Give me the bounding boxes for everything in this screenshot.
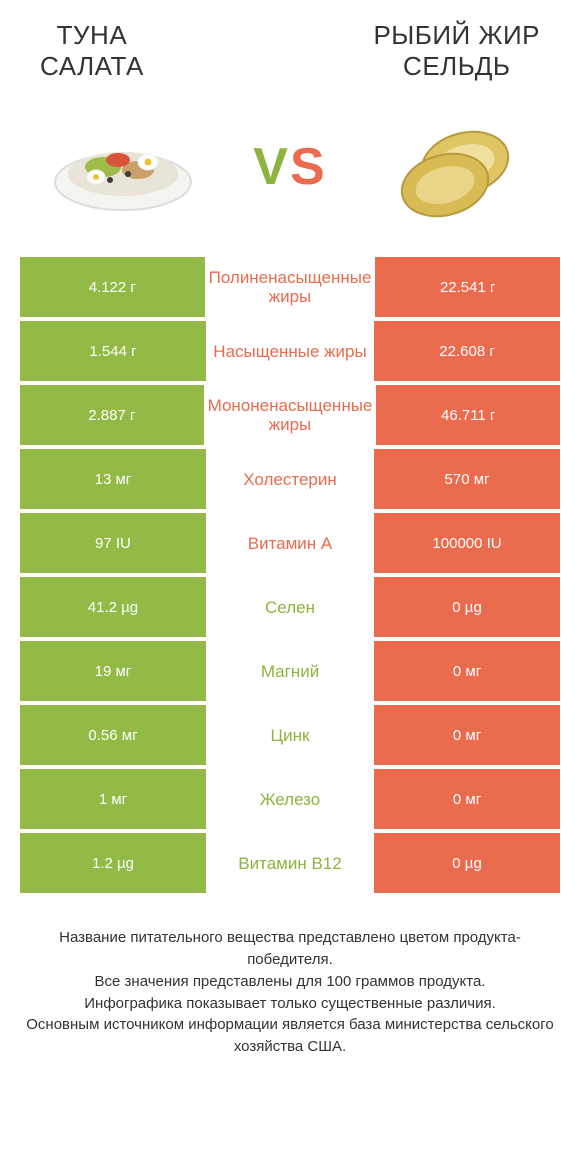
table-row: 1.2 µgВитамин B120 µg [20, 833, 560, 893]
comparison-table: 4.122 гПолиненасыщенные жиры22.541 г1.54… [0, 257, 580, 897]
left-value-cell: 19 мг [20, 641, 206, 701]
right-product-title: РЫБИЙ ЖИР СЕЛЬДЬ [373, 20, 540, 82]
left-value-cell: 13 мг [20, 449, 206, 509]
nutrient-label-cell: Железо [206, 769, 374, 829]
footer-notes: Название питательного вещества представл… [0, 897, 580, 1078]
nutrient-label-cell: Холестерин [206, 449, 374, 509]
left-value-cell: 41.2 µg [20, 577, 206, 637]
table-row: 97 IUВитамин A100000 IU [20, 513, 560, 573]
table-row: 1 мгЖелезо0 мг [20, 769, 560, 829]
footer-line-1: Название питательного вещества представл… [25, 927, 555, 971]
nutrient-label-cell: Насыщенные жиры [206, 321, 374, 381]
right-value-cell: 0 мг [374, 769, 560, 829]
table-row: 19 мгМагний0 мг [20, 641, 560, 701]
left-value-cell: 0.56 мг [20, 705, 206, 765]
table-row: 1.544 гНасыщенные жиры22.608 г [20, 321, 560, 381]
right-value-cell: 22.541 г [375, 257, 560, 317]
nutrient-label-cell: Селен [206, 577, 374, 637]
left-value-cell: 1 мг [20, 769, 206, 829]
table-row: 41.2 µgСелен0 µg [20, 577, 560, 637]
left-value-cell: 1.544 г [20, 321, 206, 381]
image-row: VS [0, 92, 580, 257]
footer-line-3: Инфографика показывает только существенн… [25, 993, 555, 1015]
right-value-cell: 0 µg [374, 833, 560, 893]
right-value-cell: 100000 IU [374, 513, 560, 573]
vs-v: V [253, 138, 290, 196]
table-row: 13 мгХолестерин570 мг [20, 449, 560, 509]
header: ТУНА САЛАТА РЫБИЙ ЖИР СЕЛЬДЬ [0, 0, 580, 92]
left-value-cell: 97 IU [20, 513, 206, 573]
left-product-title: ТУНА САЛАТА [40, 20, 144, 82]
nutrient-label-cell: Витамин A [206, 513, 374, 573]
left-value-cell: 1.2 µg [20, 833, 206, 893]
nutrient-label-cell: Витамин B12 [206, 833, 374, 893]
table-row: 4.122 гПолиненасыщенные жиры22.541 г [20, 257, 560, 317]
table-row: 0.56 мгЦинк0 мг [20, 705, 560, 765]
infographic-page: ТУНА САЛАТА РЫБИЙ ЖИР СЕЛЬДЬ VS [0, 0, 580, 1174]
nutrient-label-cell: Цинк [206, 705, 374, 765]
nutrient-label-cell: Полиненасыщенные жиры [205, 257, 376, 317]
table-row: 2.887 гМононенасыщенные жиры46.711 г [20, 385, 560, 445]
tuna-salad-image [48, 107, 198, 227]
right-value-cell: 22.608 г [374, 321, 560, 381]
left-value-cell: 4.122 г [20, 257, 205, 317]
right-value-cell: 570 мг [374, 449, 560, 509]
footer-line-4: Основным источником информации является … [25, 1014, 555, 1058]
vs-s: S [290, 138, 327, 196]
nutrient-label-cell: Мононенасыщенные жиры [204, 385, 377, 445]
footer-line-2: Все значения представлены для 100 граммо… [25, 971, 555, 993]
vs-label: VS [253, 137, 326, 197]
left-value-cell: 2.887 г [20, 385, 204, 445]
right-value-cell: 0 мг [374, 641, 560, 701]
right-value-cell: 0 мг [374, 705, 560, 765]
right-value-cell: 46.711 г [376, 385, 560, 445]
fish-oil-image [382, 107, 532, 227]
nutrient-label-cell: Магний [206, 641, 374, 701]
right-value-cell: 0 µg [374, 577, 560, 637]
